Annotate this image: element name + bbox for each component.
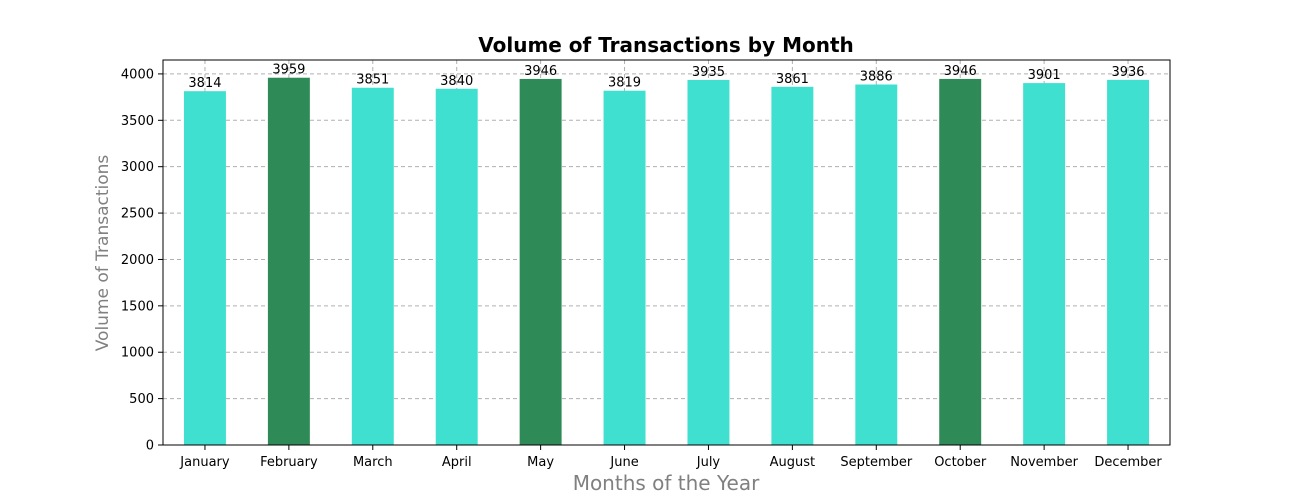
bar-value-label: 3936 xyxy=(1111,65,1144,80)
bar-value-label: 3814 xyxy=(188,76,221,91)
y-tick-label: 1000 xyxy=(121,346,154,361)
x-tick-label: September xyxy=(840,455,913,470)
bar-march xyxy=(351,87,394,445)
bar-value-label: 3840 xyxy=(440,74,473,89)
axes: 0 500 1000 1500 2000 2500 3000 3500 4000 January F… xyxy=(121,67,1162,470)
bar-value-label: 3959 xyxy=(272,63,305,78)
y-tick-label: 2000 xyxy=(121,253,154,268)
bar-february xyxy=(267,77,310,446)
bar-value-label: 3935 xyxy=(692,65,725,80)
bar-value-label: 3946 xyxy=(524,64,557,79)
bar-january xyxy=(183,91,226,445)
chart-title: Volume of Transactions by Month xyxy=(478,33,854,57)
value-labels: 3814 3959 3851 3840 3946 3819 3935 3861 3886 3946… xyxy=(188,63,1144,91)
x-tick-label: October xyxy=(934,455,987,470)
bar-june xyxy=(603,90,646,446)
y-tick-label: 3000 xyxy=(121,160,154,175)
x-tick-label: July xyxy=(696,455,721,470)
y-tick-label: 1500 xyxy=(121,299,154,314)
y-axis-label: Volume of Transactions xyxy=(93,155,113,352)
bar-july xyxy=(687,79,730,445)
grid-lines xyxy=(163,60,1170,446)
y-tick-label: 4000 xyxy=(121,67,154,82)
bar-value-label: 3886 xyxy=(860,69,893,84)
x-axis-label: Months of the Year xyxy=(573,471,760,495)
bar-november xyxy=(1023,83,1066,445)
bar-december xyxy=(1107,79,1150,445)
bar-september xyxy=(855,84,898,445)
x-tick-label: December xyxy=(1094,455,1162,470)
bar-value-label: 3851 xyxy=(356,73,389,88)
y-tick-label: 2500 xyxy=(121,207,154,222)
x-tick-label: April xyxy=(442,455,472,470)
x-tick-label: March xyxy=(353,455,393,470)
bar-october xyxy=(939,78,982,446)
x-tick-label: August xyxy=(770,455,816,470)
plot-frame xyxy=(162,59,1171,446)
bar-value-label: 3946 xyxy=(944,64,977,79)
bar-value-label: 3819 xyxy=(608,76,641,91)
bar-value-label: 3901 xyxy=(1028,68,1061,83)
x-tick-label: November xyxy=(1010,455,1078,470)
bars xyxy=(183,77,1150,446)
x-tick-label: January xyxy=(179,455,230,470)
x-tick-label: May xyxy=(527,455,554,470)
x-tick-label: February xyxy=(260,455,318,470)
bar-april xyxy=(435,88,478,445)
y-tick-label: 3500 xyxy=(121,114,154,129)
bar-august xyxy=(771,86,814,445)
y-tick-label: 0 xyxy=(146,439,154,454)
bar-may xyxy=(519,78,562,446)
x-tick-label: June xyxy=(609,455,638,470)
y-tick-label: 500 xyxy=(129,392,154,407)
bar-value-label: 3861 xyxy=(776,72,809,87)
